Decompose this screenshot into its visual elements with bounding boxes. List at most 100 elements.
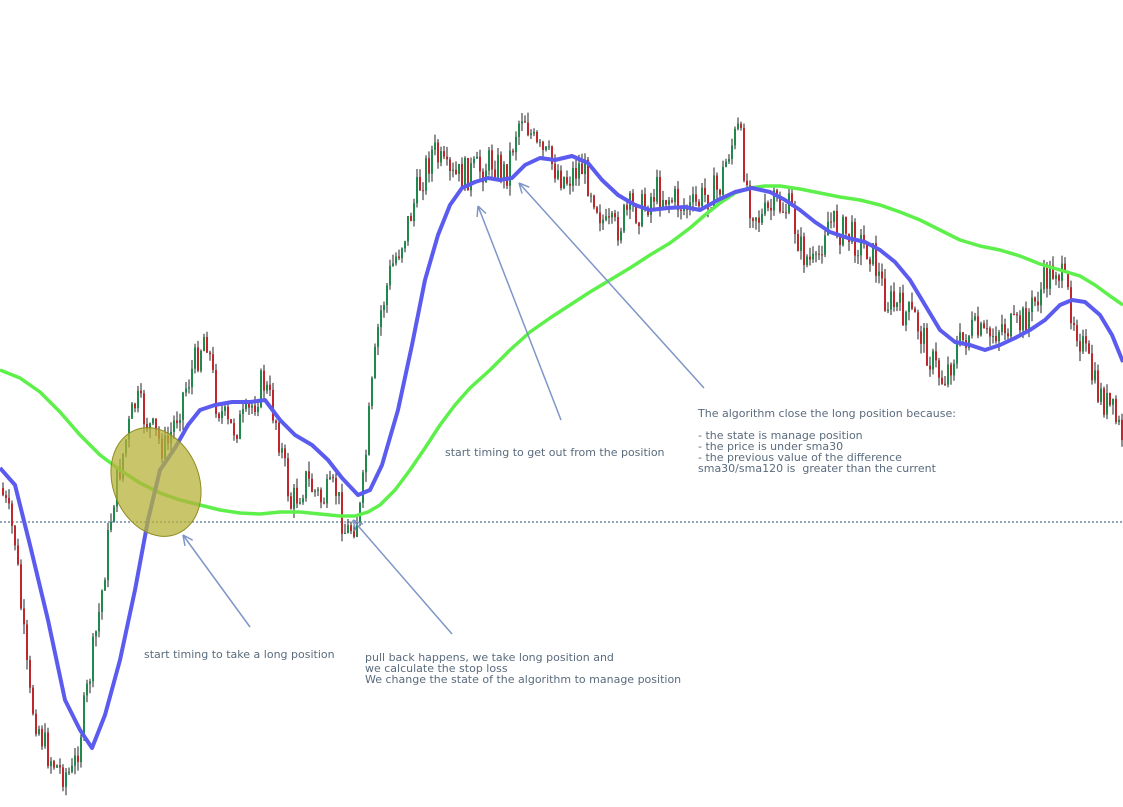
candle-body	[755, 217, 757, 221]
candle-body	[1085, 336, 1087, 344]
candle-body	[482, 171, 484, 183]
candle-body	[113, 506, 115, 523]
candle-body	[1043, 267, 1045, 290]
candle-body	[917, 312, 919, 332]
candle-body	[692, 194, 694, 203]
candle-body	[383, 305, 385, 311]
candle-body	[461, 163, 463, 188]
candle-body	[785, 212, 787, 214]
candle-body	[440, 151, 442, 163]
candle-body	[203, 336, 205, 352]
candle-body	[791, 193, 793, 206]
candle-body	[860, 234, 862, 256]
candle-body	[107, 529, 109, 581]
candle-body	[764, 202, 766, 214]
candle-body	[611, 213, 613, 218]
candle-body	[719, 189, 721, 195]
candle-body	[593, 195, 595, 208]
candle-body	[137, 390, 139, 409]
candle-body	[1082, 336, 1084, 352]
candle-body	[926, 327, 928, 366]
candle-body	[779, 196, 781, 212]
candle-body	[401, 248, 403, 259]
candle-body	[557, 170, 559, 179]
candle-body	[1088, 343, 1090, 354]
candle-body	[80, 737, 82, 763]
candle-body	[335, 478, 337, 496]
candle-body	[614, 213, 616, 218]
candle-body	[245, 403, 247, 410]
candle-body	[881, 271, 883, 279]
candle-body	[677, 188, 679, 210]
candle-body	[797, 234, 799, 251]
candle-body	[1118, 419, 1120, 423]
candle-body	[956, 344, 958, 364]
candle-body	[179, 419, 181, 424]
candle-body	[476, 156, 478, 159]
candle-body	[908, 301, 910, 313]
candle-body	[332, 477, 334, 479]
candle-body	[968, 335, 970, 348]
candle-body	[773, 190, 775, 211]
arrow-close-position	[518, 182, 705, 389]
candle-body	[890, 291, 892, 310]
candle-body	[353, 531, 355, 537]
arrow-head	[352, 519, 364, 526]
candle-body	[314, 490, 316, 492]
candle-body	[1010, 313, 1012, 337]
candle-body	[698, 201, 700, 207]
candle-body	[977, 316, 979, 336]
arrow-head	[518, 182, 530, 188]
candle-body	[14, 525, 16, 546]
candle-body	[902, 292, 904, 326]
candle-body	[1028, 311, 1030, 332]
candle-body	[86, 683, 88, 696]
candle-body	[467, 157, 469, 191]
candle-body	[905, 312, 907, 326]
candle-body	[1115, 398, 1117, 423]
candle-body	[851, 221, 853, 243]
candle-body	[923, 327, 925, 344]
candle-body	[578, 163, 580, 179]
candle-body	[1106, 392, 1108, 415]
candle-body	[293, 487, 295, 509]
candle-body	[290, 496, 292, 509]
annotation-exit-timing: start timing to get out from the positio…	[445, 446, 665, 459]
candle-body	[884, 278, 886, 311]
candle-body	[962, 332, 964, 341]
candle-body	[992, 336, 994, 338]
candle-body	[344, 532, 346, 534]
candle-body	[32, 687, 34, 714]
candle-body	[617, 217, 619, 241]
candle-body	[35, 713, 37, 735]
candle-body	[620, 231, 622, 241]
candle-body	[713, 175, 715, 210]
candle-body	[44, 732, 46, 747]
candle-body	[506, 164, 508, 186]
candle-body	[704, 187, 706, 195]
candle-body	[875, 243, 877, 276]
candle-body	[587, 159, 589, 197]
candle-body	[1022, 308, 1024, 331]
candle-body	[656, 176, 658, 202]
candle-body	[857, 255, 859, 257]
candle-body	[1046, 267, 1048, 289]
candle-body	[50, 761, 52, 767]
candle-body	[149, 423, 151, 430]
candle-body	[1001, 324, 1003, 333]
candle-body	[227, 406, 229, 420]
candle-body	[809, 256, 811, 260]
candle-body	[395, 256, 397, 264]
candle-body	[446, 156, 448, 160]
candle-body	[236, 435, 238, 439]
candle-body	[1004, 324, 1006, 334]
candle-body	[17, 545, 19, 565]
candle-body	[1067, 271, 1069, 288]
candle-body	[59, 765, 61, 768]
candle-body	[596, 207, 598, 213]
candle-body	[1019, 315, 1021, 331]
arrow-pullback	[352, 519, 453, 635]
candle-body	[323, 502, 325, 504]
candle-body	[155, 418, 157, 431]
candle-body	[752, 218, 754, 221]
